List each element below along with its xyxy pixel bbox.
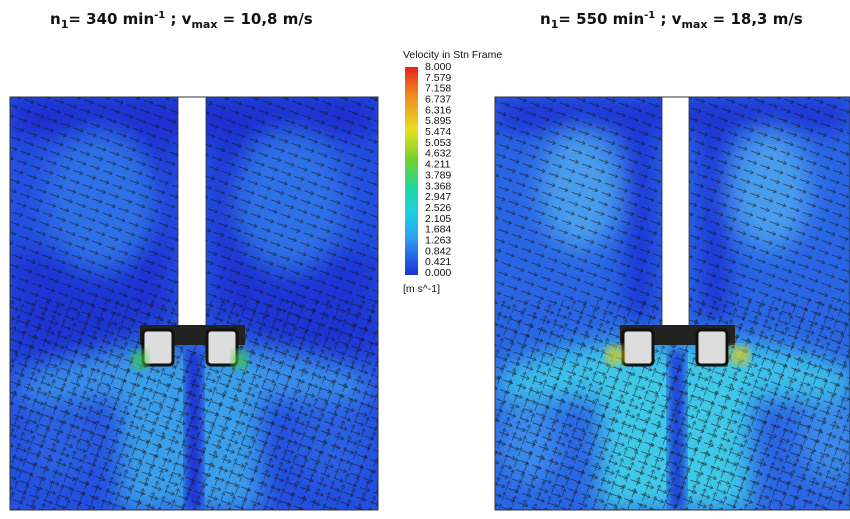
title-part: n [540,10,551,28]
legend-tick-label: 6.316 [425,104,451,116]
panel-border [9,96,379,511]
legend-tick-label: 0.842 [425,245,451,257]
cfd-panel-right [494,96,850,511]
legend-tick-label: 6.737 [425,94,451,106]
blade [695,328,729,367]
legend-tick-label: 3.789 [425,169,451,181]
legend-tick-label: 4.632 [425,148,451,160]
title-sub: max [681,18,707,31]
field [495,97,850,510]
title-sup: -1 [644,10,655,21]
legend-tick-label: 8.000 [425,61,451,73]
panel-title: n1= 340 min-1 ; vmax = 10,8 m/s [50,10,313,31]
legend-tick-label: 0.421 [425,256,451,268]
title-sup: -1 [154,10,165,21]
title-part: n [50,10,61,28]
high-velocity [132,350,148,370]
title-sub: max [191,18,217,31]
blade [205,328,239,367]
legend-tick-label: 2.526 [425,202,451,214]
legend-tick-label: 7.579 [425,72,451,84]
cfd-panel-left [9,96,379,511]
panel-title: n1= 550 min-1 ; vmax = 18,3 m/s [540,10,803,31]
legend-tick-label: 5.053 [425,137,451,149]
title-part: = 550 min [558,10,644,28]
legend-tick-label: 0.000 [425,267,451,279]
legend-title: Velocity in Stn Frame [403,49,502,61]
title-part: ; v [655,10,681,28]
high-velocity [232,350,248,370]
legend-tick-label: 2.947 [425,191,451,203]
legend-tick-label: 4.211 [425,159,451,171]
panel-border [494,96,850,511]
shaft [661,97,690,331]
shaft [177,97,207,331]
title-part: ; v [165,10,191,28]
high-velocity [605,345,625,365]
title-part: = 10,8 m/s [217,10,312,28]
title-part: = 340 min [68,10,154,28]
blade [621,328,655,367]
blade [141,328,175,367]
title-sub: 1 [61,18,69,31]
title-part: = 18,3 m/s [707,10,802,28]
legend-tick-label: 3.368 [425,180,451,192]
title-sub: 1 [551,18,559,31]
legend-tick-label: 1.684 [425,224,451,236]
legend-tick-label: 1.263 [425,234,451,246]
legend-tick-label: 2.105 [425,213,451,225]
field [10,97,378,510]
colorbar [405,67,418,275]
legend-tick-label: 5.474 [425,126,451,138]
legend-tick-label: 7.158 [425,83,451,95]
high-velocity [730,345,750,365]
legend-unit: [m s^-1] [403,283,440,295]
legend-tick-label: 5.895 [425,115,451,127]
legend: Velocity in Stn Frame [m s^-1] 8.0007.57… [403,49,502,295]
